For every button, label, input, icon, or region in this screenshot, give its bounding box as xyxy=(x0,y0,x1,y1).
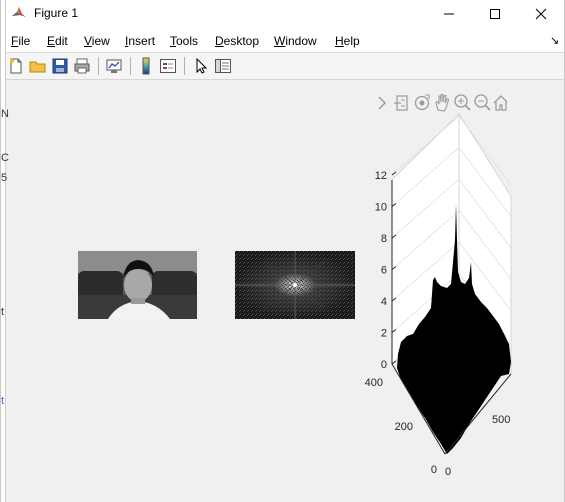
z-tick-label: 8 xyxy=(381,233,387,245)
edge-fragment: 5 xyxy=(1,172,7,184)
z-tick-label: 4 xyxy=(381,296,387,308)
z-tick-label: 6 xyxy=(381,265,387,277)
menu-tools[interactable]: Tools xyxy=(170,34,198,48)
legend-icon[interactable] xyxy=(159,57,177,75)
data-tip-icon[interactable] xyxy=(416,95,430,110)
menu-window[interactable]: Window xyxy=(274,34,317,48)
open-file-icon[interactable] xyxy=(29,57,47,75)
menu-insert[interactable]: Insert xyxy=(125,34,155,48)
edge-fragment: C xyxy=(1,152,9,164)
x-tick-label: 500 xyxy=(492,414,510,426)
toolbar-separator xyxy=(184,57,185,75)
grayscale-photo[interactable] xyxy=(78,251,197,319)
axes-toolbar xyxy=(377,93,507,113)
z-tick-label: 10 xyxy=(375,202,387,214)
z-tick-label: 12 xyxy=(375,170,387,182)
fft-spectrum-image[interactable] xyxy=(235,251,355,319)
brush-icon[interactable] xyxy=(394,96,407,110)
link-plot-icon[interactable] xyxy=(105,57,123,75)
background-window-edge: N C 5 t t xyxy=(1,0,6,502)
figure-toolbar xyxy=(1,53,564,80)
minimize-button[interactable] xyxy=(426,0,472,28)
dock-arrow-icon[interactable]: ↘ xyxy=(550,34,559,47)
save-icon[interactable] xyxy=(51,57,69,75)
maximize-button[interactable] xyxy=(472,0,518,28)
maximize-icon xyxy=(489,8,501,20)
home-icon[interactable] xyxy=(494,96,507,110)
minimize-icon xyxy=(443,8,455,20)
print-icon[interactable] xyxy=(73,57,91,75)
close-button[interactable] xyxy=(518,0,564,28)
edge-fragment: N xyxy=(1,108,9,120)
x-tick-label: 0 xyxy=(445,466,451,478)
zoom-out-icon[interactable] xyxy=(475,95,490,110)
menu-view[interactable]: View xyxy=(84,34,110,48)
zoom-in-icon[interactable] xyxy=(455,95,470,110)
edge-fragment: t xyxy=(1,395,4,407)
window-title: Figure 1 xyxy=(34,6,78,20)
close-icon xyxy=(535,8,547,20)
menu-bar: File Edit View Insert Tools Desktop Wind… xyxy=(1,28,564,53)
new-figure-icon[interactable] xyxy=(7,57,25,75)
toolbar-separator xyxy=(130,57,131,75)
y-tick-label: 0 xyxy=(431,464,437,476)
matlab-logo-icon xyxy=(11,5,27,21)
menu-edit[interactable]: Edit xyxy=(47,34,68,48)
pan-icon[interactable] xyxy=(436,95,449,112)
z-tick-label: 0 xyxy=(381,359,387,371)
z-tick-label: 2 xyxy=(381,328,387,340)
expand-chevron-icon[interactable] xyxy=(379,97,385,109)
title-bar[interactable]: Figure 1 xyxy=(1,0,564,28)
menu-file[interactable]: File xyxy=(11,34,30,48)
toolbar-separator xyxy=(98,57,99,75)
edit-plot-icon[interactable] xyxy=(192,57,210,75)
y-tick-label: 200 xyxy=(395,421,413,433)
colorbar-icon[interactable] xyxy=(137,57,155,75)
surface-plot-axes[interactable]: 0 2 4 6 8 10 12 0 200 400 0 500 xyxy=(361,112,561,482)
menu-desktop[interactable]: Desktop xyxy=(215,34,259,48)
y-tick-label: 400 xyxy=(365,377,383,389)
edge-fragment: t xyxy=(1,306,4,318)
property-inspector-icon[interactable] xyxy=(214,57,232,75)
menu-help[interactable]: Help xyxy=(335,34,360,48)
z-tick-mark xyxy=(392,172,396,175)
